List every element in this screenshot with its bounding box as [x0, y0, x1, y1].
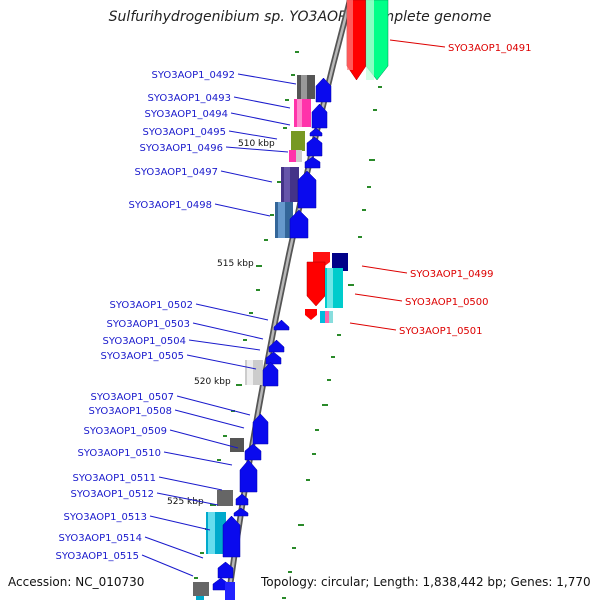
cds-reverse-0501-d [329, 311, 333, 323]
gene-label-forward: SYO3AOP1_0511 [72, 473, 156, 484]
gene-leader-line [214, 203, 271, 217]
gene-leader-line-reverse [361, 265, 408, 274]
gene-label-forward: SYO3AOP1_0493 [147, 93, 231, 104]
cds-forward-block-4 [291, 131, 305, 151]
scale-label: 525 kbp [167, 497, 204, 507]
cds-reverse-0501-a [305, 309, 317, 320]
gene-leader-line [174, 409, 245, 429]
gene-label-forward: SYO3AOP1_0496 [139, 143, 223, 154]
gene-label-forward: SYO3AOP1_0514 [58, 533, 142, 544]
cds-forward-block-6 [296, 150, 302, 162]
gene-label-forward: SYO3AOP1_0495 [142, 127, 226, 138]
gene-leader-line [195, 303, 269, 321]
gene-label-forward: SYO3AOP1_0510 [77, 448, 161, 459]
gene-leader-line [144, 536, 204, 559]
cds-forward-arrow-11 [252, 413, 269, 445]
cds-forward-arrow-3 [306, 136, 323, 157]
cds-forward-arrow-16 [222, 515, 241, 558]
gene-leader-line [220, 170, 273, 183]
cds-reverse-0491-shine [366, 0, 374, 80]
cds-forward-arrow-8 [268, 339, 285, 353]
cds-forward-block-13 [230, 438, 244, 452]
gene-label-forward: SYO3AOP1_0505 [100, 351, 184, 362]
scale-label: 515 kbp [217, 259, 254, 269]
cds-forward-arrow-15 [233, 507, 249, 517]
cds-forward-arrow-9 [265, 351, 282, 365]
gene-label-reverse: SYO3AOP1_0491 [448, 43, 532, 54]
gene-label-forward: SYO3AOP1_0508 [88, 406, 172, 417]
accession-text: Accession: NC_010730 [8, 575, 145, 589]
cds-forward-arrow-1 [311, 103, 328, 129]
cds-reverse-0499-b [332, 253, 348, 271]
gene-label-reverse: SYO3AOP1_0499 [410, 269, 494, 280]
cds-forward-block-5 [289, 150, 297, 162]
gene-label-forward: SYO3AOP1_0498 [128, 200, 212, 211]
gene-leader-line-reverse [389, 39, 446, 48]
gene-leader-line [192, 322, 264, 340]
gene-leader-line [158, 476, 223, 491]
gene-label-forward: SYO3AOP1_0492 [151, 70, 235, 81]
gene-leader-line [156, 492, 219, 506]
cds-forward-block-3 [297, 99, 302, 127]
cds-forward-arrow-17 [217, 561, 234, 579]
gene-leader-line [230, 112, 291, 126]
gene-leader-line [233, 96, 291, 109]
cds-forward-arrow-10 [262, 361, 279, 387]
cds-reverse-0501-c [325, 311, 329, 323]
gene-leader-line [225, 146, 289, 153]
cds-forward-arrow-7 [273, 319, 290, 331]
cds-forward-arrow-13 [239, 459, 258, 493]
cds-forward-arrow-2 [309, 127, 323, 137]
gene-leader-line [176, 395, 251, 416]
gene-label-forward: SYO3AOP1_0494 [144, 109, 228, 120]
gene-leader-line [149, 515, 211, 531]
gene-label-forward: SYO3AOP1_0503 [106, 319, 190, 330]
gene-label-forward: SYO3AOP1_0513 [63, 512, 147, 523]
cds-reverse-0500-a [306, 261, 326, 307]
topology-text: Topology: circular; Length: 1,838,442 bp… [261, 575, 591, 589]
gene-leader-line-reverse [349, 322, 397, 331]
cds-forward-arrow-12 [244, 443, 262, 461]
cds-forward-block-18 [196, 596, 204, 600]
cds-forward-block-10 [278, 202, 285, 238]
cds-forward-arrow-0 [315, 77, 332, 103]
gene-label-reverse: SYO3AOP1_0500 [405, 297, 489, 308]
cds-forward-block-2 [294, 99, 311, 127]
gene-leader-line [188, 339, 261, 351]
gene-label-forward: SYO3AOP1_0512 [70, 489, 154, 500]
cds-forward-block-17 [193, 582, 209, 596]
gene-label-reverse: SYO3AOP1_0501 [399, 326, 483, 337]
cds-reverse-0491-shine-red [347, 0, 353, 70]
cds-forward-arrow-4 [304, 156, 321, 169]
scale-label: 510 kbp [238, 139, 275, 149]
gene-leader-line [169, 429, 239, 449]
gene-leader-line [141, 554, 194, 577]
cds-forward-arrow-14 [235, 493, 249, 506]
map-title: Sulfurihydrogenibium sp. YO3AOP1, comple… [108, 9, 492, 25]
cds-forward-arrow-5 [297, 170, 317, 209]
cds-forward-arrow-tail [225, 582, 235, 600]
gene-label-forward: SYO3AOP1_0507 [90, 392, 174, 403]
cds-forward-block-16 [208, 512, 215, 554]
cds-forward-block-12 [247, 360, 253, 385]
gene-label-forward: SYO3AOP1_0515 [55, 551, 139, 562]
cds-forward-block-14 [217, 490, 233, 506]
gene-leader-line [237, 73, 297, 85]
gene-label-forward: SYO3AOP1_0502 [109, 300, 193, 311]
cds-reverse-0500-shine [327, 268, 333, 308]
gene-label-forward: SYO3AOP1_0509 [83, 426, 167, 437]
cds-reverse-0501-b [320, 311, 325, 323]
gene-label-forward: SYO3AOP1_0497 [134, 167, 218, 178]
cds-forward-block-8 [284, 167, 290, 202]
cds-forward-arrow-6 [289, 209, 309, 239]
gene-leader-line [186, 354, 257, 370]
cds-forward-block-1 [301, 75, 307, 99]
gene-leader-line [163, 451, 233, 466]
gene-label-forward: SYO3AOP1_0504 [102, 336, 186, 347]
scale-label: 520 kbp [194, 377, 231, 387]
gene-leader-line-reverse [354, 293, 403, 302]
gene-leader-line [228, 130, 278, 140]
